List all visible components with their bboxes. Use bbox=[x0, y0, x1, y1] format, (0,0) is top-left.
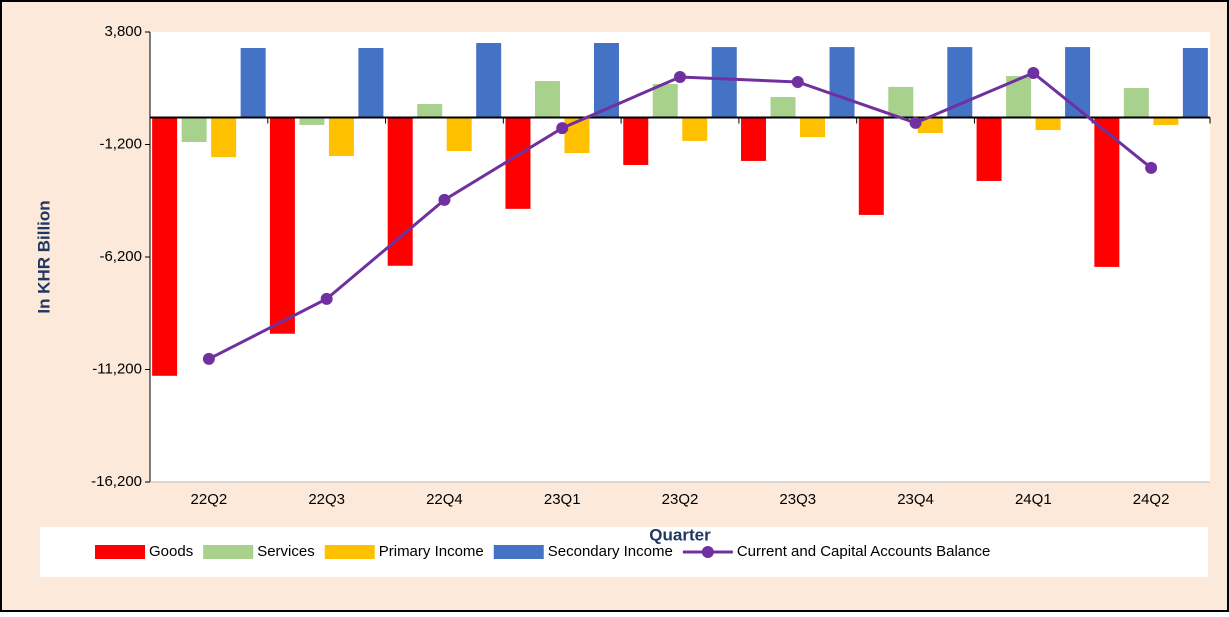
legend-label: Goods bbox=[149, 543, 193, 560]
bar bbox=[417, 104, 443, 118]
bar bbox=[858, 117, 884, 215]
x-tick-label: 23Q1 bbox=[544, 491, 581, 508]
bar bbox=[181, 117, 207, 143]
x-tick-label: 23Q3 bbox=[779, 491, 816, 508]
x-tick-label: 23Q2 bbox=[662, 491, 699, 508]
bar bbox=[476, 43, 502, 118]
marker bbox=[1145, 161, 1158, 174]
bar bbox=[623, 117, 649, 165]
x-tick-label: 24Q2 bbox=[1133, 491, 1170, 508]
x-tick-label: 22Q4 bbox=[426, 491, 463, 508]
legend-swatch bbox=[493, 545, 544, 559]
bar bbox=[328, 117, 354, 156]
legend-swatch bbox=[95, 545, 145, 559]
bar bbox=[269, 117, 295, 334]
plot-area bbox=[150, 32, 1210, 482]
x-tick-label: 22Q3 bbox=[308, 491, 345, 508]
y-axis-title: In KHR Billion bbox=[34, 200, 53, 313]
y-tick-label: -1,200 bbox=[99, 135, 142, 152]
bar bbox=[800, 117, 826, 138]
bar bbox=[240, 47, 266, 118]
bar bbox=[682, 117, 708, 141]
x-tick-label: 23Q4 bbox=[897, 491, 934, 508]
legend-label: Current and Capital Accounts Balance bbox=[737, 543, 990, 560]
bar bbox=[534, 81, 560, 118]
legend-label: Services bbox=[257, 543, 315, 560]
bar bbox=[1182, 47, 1208, 118]
bar bbox=[564, 117, 590, 154]
marker bbox=[438, 193, 451, 206]
y-tick-label: -6,200 bbox=[99, 248, 142, 265]
bar bbox=[1123, 88, 1149, 118]
bar bbox=[829, 47, 855, 118]
bar bbox=[711, 47, 737, 118]
bar bbox=[741, 117, 767, 161]
bar bbox=[652, 83, 678, 118]
y-tick-label: -16,200 bbox=[91, 473, 142, 490]
marker bbox=[202, 352, 215, 365]
marker bbox=[320, 292, 333, 305]
y-tick-label: -11,200 bbox=[92, 360, 142, 377]
bar bbox=[917, 117, 943, 134]
marker bbox=[556, 122, 569, 135]
bar bbox=[1065, 47, 1091, 118]
bar bbox=[770, 97, 796, 118]
legend-swatch bbox=[324, 545, 375, 559]
marker bbox=[674, 71, 686, 83]
bar bbox=[1153, 117, 1179, 125]
marker bbox=[791, 75, 804, 88]
bar bbox=[358, 47, 384, 118]
bar bbox=[1094, 117, 1120, 267]
y-tick-label: 3,800 bbox=[104, 23, 142, 40]
x-tick-label: 24Q1 bbox=[1015, 491, 1052, 508]
marker bbox=[1027, 66, 1040, 79]
marker bbox=[909, 116, 922, 129]
bar bbox=[1035, 117, 1061, 131]
legend-label: Secondary Income bbox=[548, 543, 673, 560]
bar bbox=[505, 117, 531, 209]
bar bbox=[446, 117, 472, 152]
legend-marker bbox=[701, 546, 714, 558]
bar bbox=[976, 117, 1002, 181]
x-axis-title: Quarter bbox=[649, 525, 711, 544]
bar bbox=[152, 117, 178, 376]
bar bbox=[888, 86, 914, 118]
bar bbox=[387, 117, 413, 266]
bar bbox=[211, 117, 237, 158]
legend-swatch bbox=[203, 545, 254, 559]
bar bbox=[299, 117, 325, 125]
legend-label: Primary Income bbox=[379, 543, 484, 560]
x-tick-label: 22Q2 bbox=[191, 491, 228, 508]
